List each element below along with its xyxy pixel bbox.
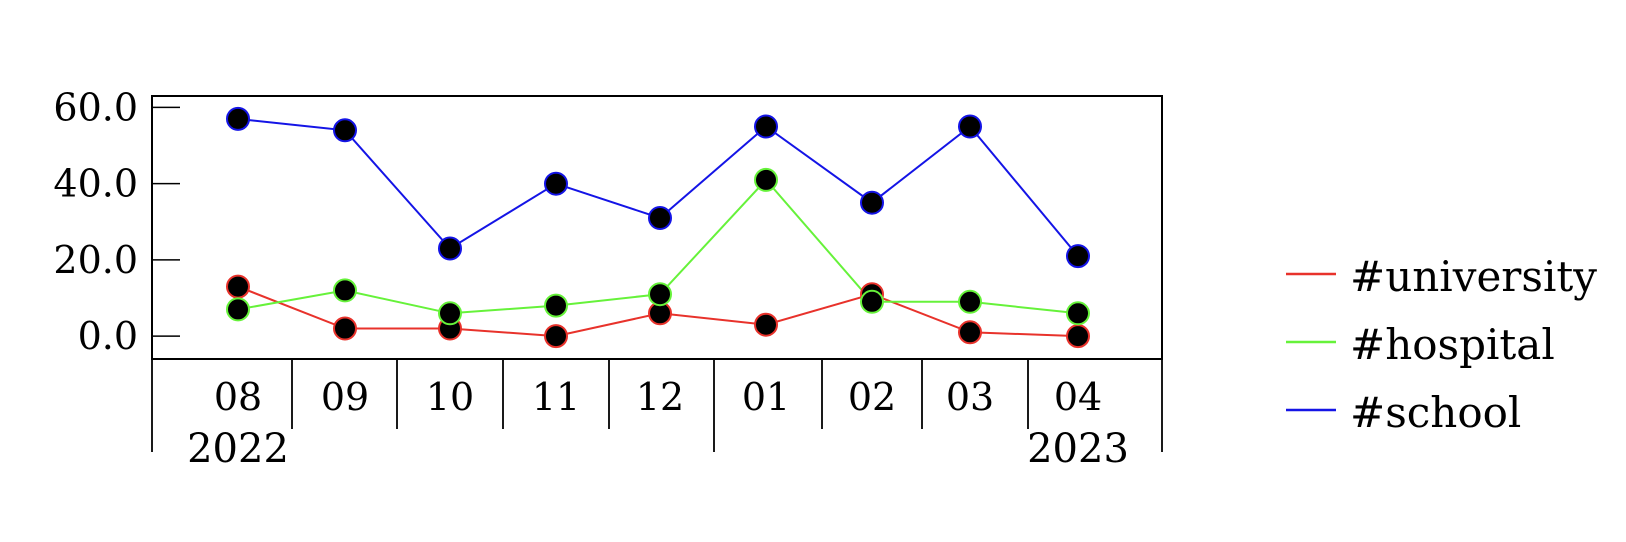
point-university [958, 320, 982, 345]
x-tick-label: 10 [426, 375, 474, 419]
x-axis: 08 09 10 11 12 01 02 03 04 2022 2023 [151, 359, 1163, 472]
x-tick-label: 12 [636, 375, 684, 419]
point-university [333, 316, 357, 341]
point-hospital [438, 301, 462, 326]
legend: #university #hospital #school [1286, 252, 1597, 437]
point-hospital [860, 289, 884, 314]
point-school [438, 236, 462, 261]
x-year-label: 2022 [187, 426, 289, 472]
point-hospital [1066, 301, 1090, 326]
x-tick-label: 08 [214, 375, 262, 419]
point-school [958, 114, 982, 139]
point-hospital [754, 167, 778, 192]
point-hospital [226, 297, 250, 322]
y-axis: 0.0 20.0 40.0 60.0 [53, 85, 180, 358]
point-school [544, 171, 568, 196]
x-tick-label: 01 [742, 375, 790, 419]
point-university [226, 274, 250, 299]
point-hospital [958, 289, 982, 314]
legend-label: #hospital [1350, 320, 1555, 369]
point-hospital [333, 278, 357, 303]
x-tick-label: 04 [1054, 375, 1102, 419]
point-school [754, 114, 778, 139]
legend-label: #school [1350, 388, 1521, 437]
point-hospital [648, 282, 672, 307]
point-school [1066, 244, 1090, 269]
x-tick-label: 09 [321, 375, 369, 419]
legend-item-hospital: #hospital [1286, 320, 1555, 369]
legend-item-school: #school [1286, 388, 1521, 437]
plot-border [151, 95, 1163, 360]
point-university [1066, 324, 1090, 349]
point-school [333, 118, 357, 143]
point-university [544, 324, 568, 349]
point-university [754, 312, 778, 337]
plot-area [151, 95, 1163, 360]
y-tick-label: 0.0 [78, 314, 138, 358]
series-line-school [237, 117, 1079, 257]
x-year-label: 2023 [1027, 426, 1129, 472]
x-tick-label: 03 [946, 375, 994, 419]
point-school [648, 206, 672, 230]
y-tick-label: 40.0 [53, 162, 138, 206]
x-tick-label: 11 [532, 375, 580, 419]
point-school [860, 190, 884, 215]
y-tick-label: 20.0 [53, 238, 138, 282]
legend-label: #university [1350, 252, 1597, 301]
point-hospital [544, 293, 568, 318]
legend-item-university: #university [1286, 252, 1597, 301]
y-tick-label: 60.0 [53, 85, 138, 129]
series-markers [226, 106, 1090, 349]
x-tick-label: 02 [848, 375, 896, 419]
point-school [226, 106, 250, 131]
